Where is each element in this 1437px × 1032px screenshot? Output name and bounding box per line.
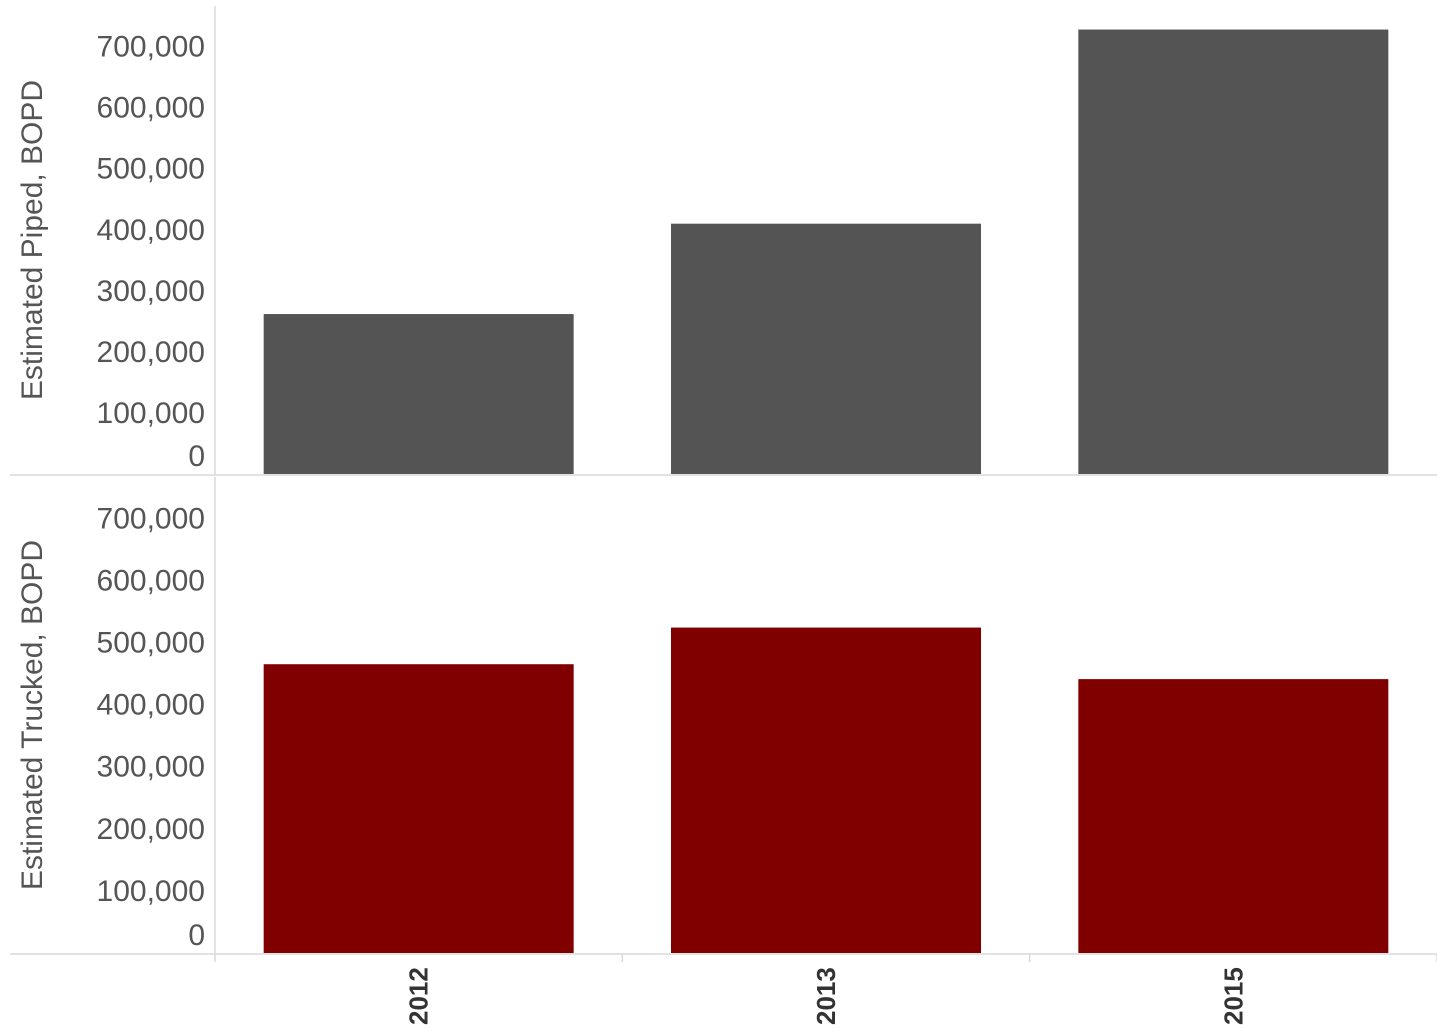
y-tick-label: 0 <box>188 440 205 473</box>
y-tick-label: 500,000 <box>97 626 205 659</box>
x-tick-label: 2013 <box>811 967 841 1025</box>
x-tick-label: 2012 <box>404 967 434 1025</box>
y-tick-label: 600,000 <box>97 92 205 125</box>
bar-2013 <box>671 627 981 953</box>
y-tick-label: 200,000 <box>97 813 205 846</box>
bar-2015 <box>1078 679 1389 953</box>
y-tick-label: 400,000 <box>97 689 205 722</box>
bar-2012 <box>263 314 574 474</box>
chart-panel-2: 0 100,000 200,000 300,000 400,000 500,000 600,… <box>10 477 1437 955</box>
y-tick-label: 700,000 <box>97 31 205 64</box>
x-tick-label: 2015 <box>1218 967 1248 1025</box>
y-tick-label: 600,000 <box>97 564 205 597</box>
y-axis-title: Estimated Piped, BOPD <box>16 80 49 400</box>
bar-2013 <box>671 223 981 474</box>
y-tick-label: 500,000 <box>97 153 205 186</box>
y-tick-label: 100,000 <box>97 875 205 908</box>
y-tick-label: 200,000 <box>97 336 205 369</box>
y-tick-label: 700,000 <box>97 502 205 535</box>
y-tick-label: 0 <box>188 919 205 952</box>
y-tick-label: 100,000 <box>97 397 205 430</box>
bar-2015 <box>1078 29 1389 475</box>
chart-panel-1: 0 100,000 200,000 300,000 400,000 500,000 600,… <box>10 6 1437 476</box>
y-tick-label: 300,000 <box>97 751 205 784</box>
x-axis: 2012 2013 2015 <box>214 954 1437 1025</box>
y-tick-label: 300,000 <box>97 275 205 308</box>
y-axis-title: Estimated Trucked, BOPD <box>16 540 49 890</box>
bar-2012 <box>263 664 574 953</box>
y-tick-label: 400,000 <box>97 214 205 247</box>
chart-panels: 0 100,000 200,000 300,000 400,000 500,000 600,… <box>10 6 1437 955</box>
